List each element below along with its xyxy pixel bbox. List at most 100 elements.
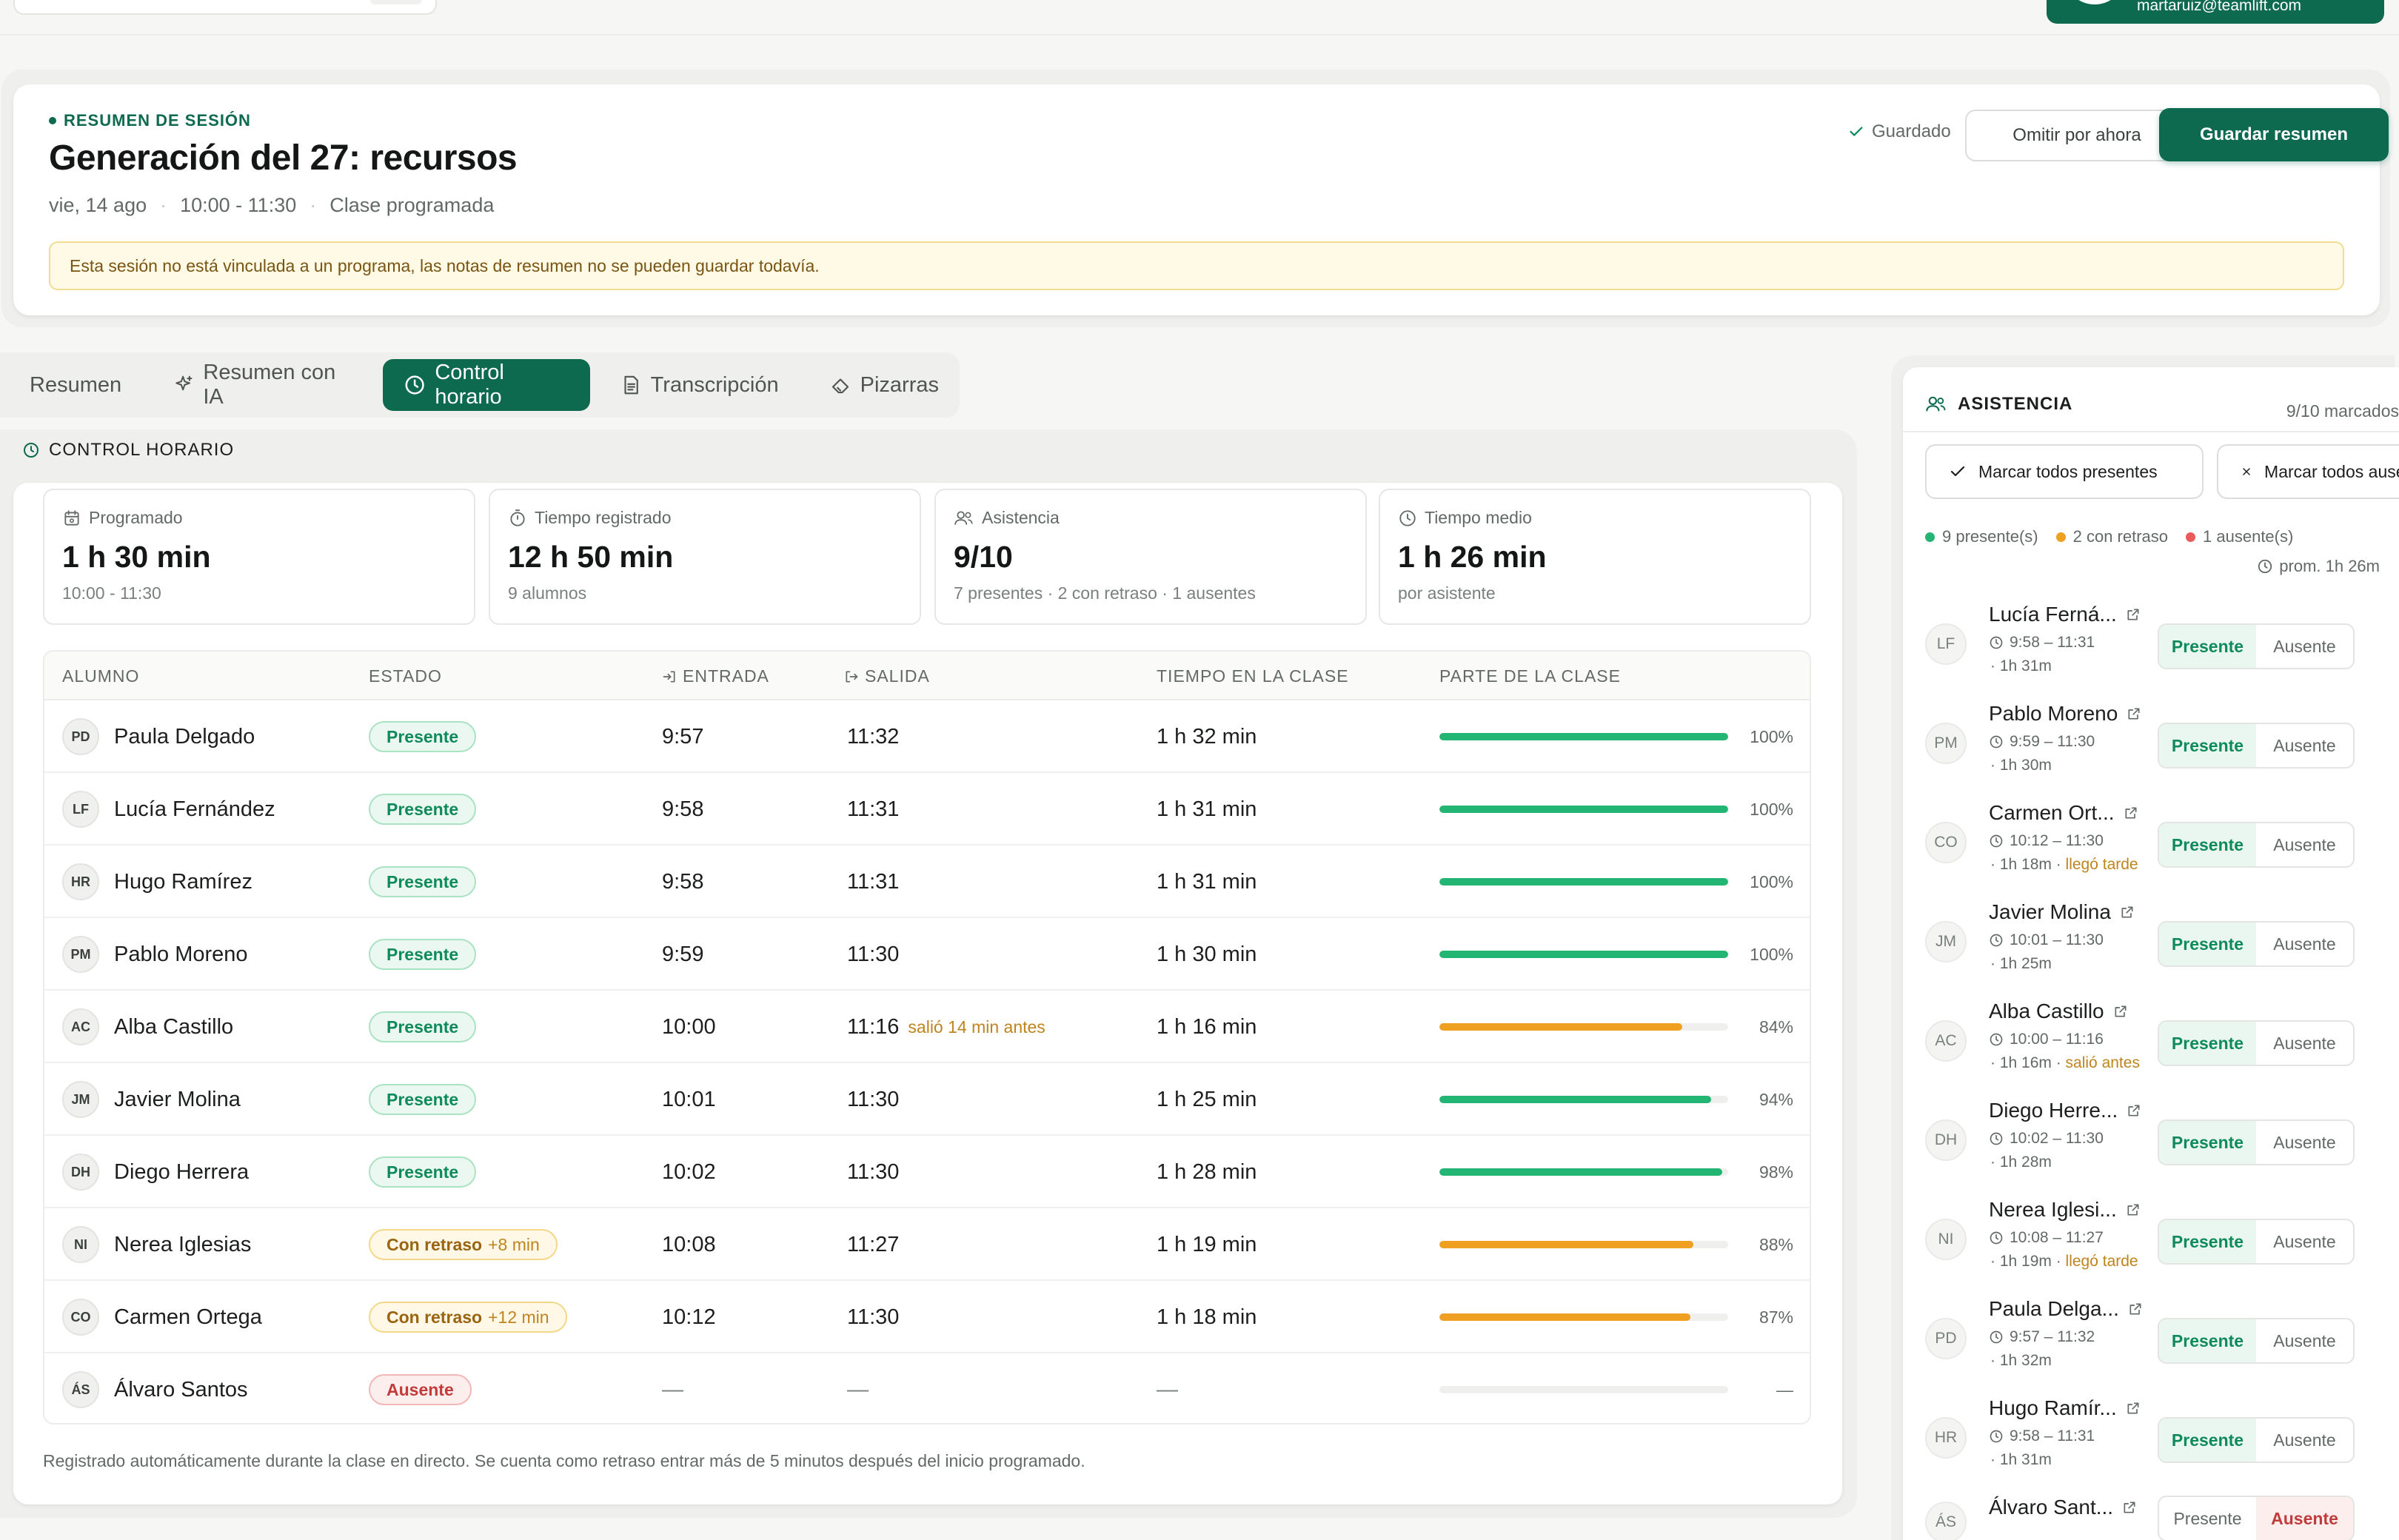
share-bar-fill bbox=[1439, 1168, 1723, 1176]
users-icon bbox=[954, 510, 973, 525]
student-name-link[interactable]: Carmen Ort... bbox=[1989, 801, 2138, 825]
clock-icon bbox=[1990, 1132, 2003, 1145]
mark-present-button[interactable]: Presente bbox=[2159, 724, 2256, 767]
attendance-list-item: PM Pablo Moreno 9:59 – 11:30 · 1h 30m Pr… bbox=[1903, 696, 2399, 795]
entry-time: — bbox=[662, 1377, 683, 1402]
student-duration: · 1h 31m bbox=[1990, 1451, 2052, 1468]
stat-value: 9/10 bbox=[954, 540, 1013, 574]
student-name-link[interactable]: Álvaro Sant... bbox=[1989, 1496, 2137, 1519]
mark-absent-button[interactable]: Ausente bbox=[2273, 735, 2336, 755]
attendance-toggle: Presente Ausente bbox=[2158, 723, 2355, 769]
student-name: Nerea Iglesias bbox=[114, 1232, 252, 1256]
skip-button[interactable]: Omitir por ahora bbox=[1965, 110, 2189, 161]
exit-cell: — bbox=[847, 1353, 869, 1423]
mark-absent-button[interactable]: Ausente bbox=[2273, 1132, 2336, 1152]
share-bar-fill bbox=[1439, 1241, 1694, 1248]
student-name: Alba Castillo bbox=[1989, 1000, 2104, 1022]
average-label: prom. 1h 26m bbox=[2279, 557, 2380, 575]
student-name-link[interactable]: Diego Herre... bbox=[1989, 1099, 2141, 1122]
column-header-student: ALUMNO bbox=[62, 666, 139, 686]
duration-label: 1h 19m bbox=[1999, 1253, 2052, 1270]
attendance-count: 9/10 marcados bbox=[2286, 401, 2399, 421]
mark-absent-button[interactable]: Ausente bbox=[2256, 1497, 2353, 1540]
student-name-link[interactable]: Pablo Moreno bbox=[1989, 702, 2141, 726]
tab-whiteboards[interactable]: Pizarras bbox=[809, 359, 960, 411]
mark-present-button[interactable]: Presente bbox=[2159, 625, 2256, 668]
student-name-link[interactable]: Javier Molina bbox=[1989, 900, 2135, 924]
student-name-link[interactable]: Alba Castillo bbox=[1989, 1000, 2128, 1023]
shortcut-chip bbox=[370, 0, 422, 4]
mark-absent-button[interactable]: Ausente bbox=[2273, 834, 2336, 854]
tab-time-tracking[interactable]: Control horario bbox=[383, 359, 590, 411]
top-search-field[interactable] bbox=[13, 0, 437, 15]
duration-label: 1h 25m bbox=[1999, 955, 2052, 972]
duration-label: 1h 31m bbox=[1999, 1451, 2052, 1468]
attendance-title: ASISTENCIA bbox=[1958, 394, 2073, 414]
exit-time: — bbox=[847, 1377, 869, 1402]
student-duration: · 1h 25m bbox=[1990, 955, 2052, 972]
mark-all-absent-button[interactable]: Marcar todos ausentes bbox=[2217, 444, 2399, 499]
exit-cell: 11:30 bbox=[847, 1281, 899, 1353]
student-name-link[interactable]: Hugo Ramír... bbox=[1989, 1396, 2141, 1420]
tab-transcript[interactable]: Transcripción bbox=[599, 359, 800, 411]
mark-absent-button[interactable]: Ausente bbox=[2273, 1033, 2336, 1053]
column-header-label: ESTADO bbox=[369, 666, 442, 686]
table-row: NI Nerea Iglesias Con retraso +8 min 10:0… bbox=[44, 1208, 1810, 1281]
exit-time: 11:30 bbox=[847, 1305, 900, 1329]
column-header-label: ALUMNO bbox=[62, 666, 140, 686]
user-menu[interactable]: martaruiz@teamlift.com bbox=[2047, 0, 2384, 24]
mark-present-button[interactable]: Presente bbox=[2159, 1319, 2256, 1362]
student-cell: LF Lucía Fernández bbox=[62, 773, 275, 846]
student-time-range: 10:08 – 11:27 bbox=[1989, 1229, 2104, 1247]
attendance-toggle: Presente Ausente bbox=[2158, 1318, 2355, 1364]
attendance-list-item: LF Lucía Ferná... 9:58 – 11:31 · 1h 31m … bbox=[1903, 597, 2399, 696]
column-header-exit: SALIDA bbox=[844, 666, 930, 686]
student-name-link[interactable]: Lucía Ferná... bbox=[1989, 603, 2141, 626]
share-bar bbox=[1439, 1386, 1728, 1393]
student-time-range: 10:01 – 11:30 bbox=[1989, 931, 2104, 949]
mark-absent-button[interactable]: Ausente bbox=[2273, 636, 2336, 656]
mark-absent-button[interactable]: Ausente bbox=[2273, 1330, 2336, 1350]
student-time-range: 9:58 – 11:31 bbox=[1989, 1427, 2095, 1445]
share-bar bbox=[1439, 806, 1728, 813]
tab-summary[interactable]: Resumen bbox=[9, 359, 142, 411]
avatar: CO bbox=[62, 1299, 99, 1336]
student-name-link[interactable]: Nerea Iglesi... bbox=[1989, 1198, 2141, 1222]
mark-absent-button[interactable]: Ausente bbox=[2273, 934, 2336, 954]
session-eyebrow: RESUMEN DE SESIÓN bbox=[49, 111, 251, 130]
mark-present-button[interactable]: Presente bbox=[2173, 1508, 2242, 1528]
mark-present-button[interactable]: Presente bbox=[2159, 1419, 2256, 1462]
status-badge: Presente bbox=[369, 721, 477, 752]
mark-present-button[interactable]: Presente bbox=[2159, 1022, 2256, 1065]
tab-ai-summary[interactable]: Resumen con IA bbox=[151, 359, 374, 411]
mark-all-present-button[interactable]: Marcar todos presentes bbox=[1925, 444, 2204, 499]
student-time-range: 9:59 – 11:30 bbox=[1989, 733, 2095, 751]
avatar: NI bbox=[62, 1226, 99, 1263]
status-badge-extra: +12 min bbox=[488, 1307, 549, 1327]
mark-present-button[interactable]: Presente bbox=[2159, 1121, 2256, 1164]
external-link-icon bbox=[2115, 1005, 2127, 1017]
top-bar: martaruiz@teamlift.com bbox=[0, 0, 2399, 36]
legend-label: 1 ausente(s) bbox=[2203, 527, 2294, 546]
mark-present-button[interactable]: Presente bbox=[2159, 823, 2256, 866]
save-summary-button[interactable]: Guardar resumen bbox=[2159, 108, 2389, 161]
mark-absent-button[interactable]: Ausente bbox=[2273, 1430, 2336, 1450]
check-icon bbox=[1950, 466, 1965, 477]
student-duration: · 1h 31m bbox=[1990, 657, 2052, 674]
mark-present-button[interactable]: Presente bbox=[2159, 1220, 2256, 1263]
attendance-list-item: PD Paula Delga... 9:57 – 11:32 · 1h 32m … bbox=[1903, 1291, 2399, 1390]
student-duration: · 1h 19m · llegó tarde bbox=[1990, 1253, 2138, 1270]
mark-absent-button[interactable]: Ausente bbox=[2273, 1231, 2336, 1251]
mark-present-button[interactable]: Presente bbox=[2159, 923, 2256, 965]
warning-banner: Esta sesión no está vinculada a un progr… bbox=[49, 241, 2344, 290]
clock-icon bbox=[1990, 1430, 2003, 1443]
avatar: AC bbox=[62, 1008, 99, 1045]
status-badge-label: Con retraso bbox=[387, 1307, 483, 1327]
duration-label: 1h 28m bbox=[1999, 1154, 2052, 1171]
student-name-link[interactable]: Paula Delga... bbox=[1989, 1297, 2143, 1321]
clock-icon bbox=[1399, 509, 1416, 526]
share-bar-fill bbox=[1439, 878, 1728, 886]
status-badge: Con retraso +12 min bbox=[369, 1302, 567, 1333]
stat-sub: 7 presentes · 2 con retraso · 1 ausentes bbox=[954, 583, 1256, 603]
attendance-toggle: Presente Ausente bbox=[2158, 1219, 2355, 1265]
